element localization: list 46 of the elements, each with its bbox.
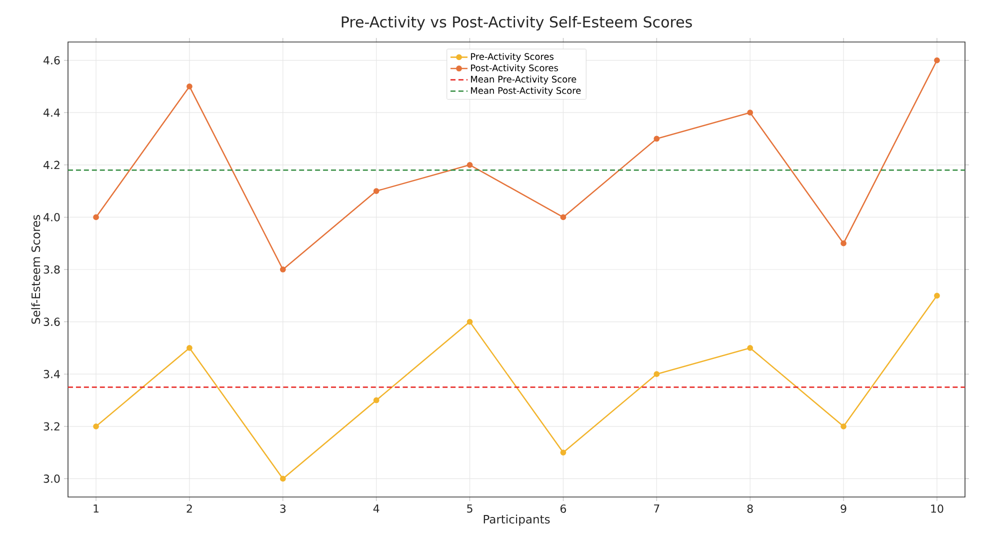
legend-label: Mean Pre-Activity Score (471, 76, 576, 84)
point (280, 266, 286, 272)
y-axis-title: Self-Esteem Scores (31, 214, 40, 324)
point (373, 188, 380, 194)
point (654, 136, 660, 142)
legend-label: Pre-Activity Scores (471, 52, 554, 62)
x-tick-label: 9 (840, 504, 846, 513)
point (654, 371, 660, 378)
x-tick-label: 7 (654, 504, 660, 513)
point (186, 345, 192, 351)
point (93, 214, 99, 220)
point (466, 162, 473, 168)
x-tick-label: 3 (280, 504, 286, 513)
y-tick-label: 4.0 (44, 213, 60, 222)
legend-label: Mean Post-Activity Score (471, 86, 581, 96)
x-tick-label: 4 (373, 504, 380, 513)
x-tick-label: 1 (94, 504, 99, 513)
x-axis-title: Participants (484, 514, 550, 526)
y-tick-label: 4.2 (44, 160, 60, 169)
y-tick-label: 3.4 (44, 370, 60, 378)
point (560, 214, 566, 220)
point (280, 476, 286, 482)
x-tick-label: 8 (747, 504, 753, 513)
point (934, 292, 940, 299)
x-tick-label: 10 (931, 504, 944, 513)
y-tick-label: 3.0 (44, 474, 60, 483)
point (747, 110, 754, 116)
x-tick-label: 5 (467, 504, 472, 513)
point (373, 397, 380, 404)
x-tick-label: 6 (560, 504, 566, 513)
y-tick-label: 4.4 (44, 108, 60, 117)
point (840, 423, 846, 430)
legend-label: Post-Activity Scores (471, 64, 558, 74)
point (466, 318, 473, 325)
point (840, 240, 846, 246)
point (186, 84, 192, 90)
y-tick-label: 3.8 (44, 265, 60, 274)
y-tick-label: 3.6 (44, 318, 60, 326)
y-tick-label: 4.6 (44, 56, 60, 64)
point (93, 423, 99, 430)
point (747, 345, 754, 351)
chart-title: Pre-Activity vs Post-Activity Self-Esteem Scores (342, 16, 692, 30)
point (560, 450, 566, 456)
point (934, 57, 940, 64)
x-tick-label: 2 (186, 504, 192, 513)
y-tick-label: 3.2 (44, 422, 60, 431)
